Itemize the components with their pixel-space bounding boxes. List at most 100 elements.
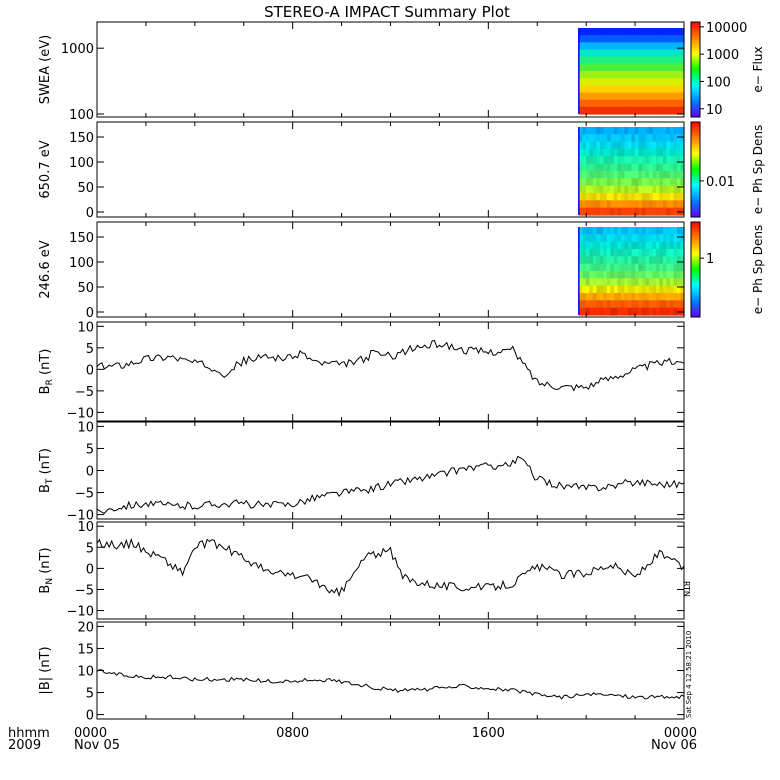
panel-2-cell (610, 141, 615, 150)
panel-1-cell (582, 85, 587, 94)
panel-2-cell (596, 127, 601, 135)
panel-1-cell (680, 56, 685, 65)
panel-1-cell (624, 85, 629, 94)
panel-6-ylabel: BN (nT) (38, 547, 55, 593)
panel-1-cell (627, 78, 633, 86)
panel-2-cell (617, 163, 622, 172)
panel-3-cell (610, 234, 615, 243)
panel-1-cell (634, 99, 640, 108)
panel-1-cell (648, 28, 654, 36)
panel-2-cell (627, 200, 633, 209)
panel-3-cell (617, 307, 622, 316)
panel-3-cell (627, 256, 633, 265)
panel-1-cell (585, 28, 590, 36)
panel-1-cell (648, 42, 654, 51)
panel-3-cell (641, 271, 647, 279)
panel-7-frame (96, 621, 685, 720)
panel-3-cell (655, 285, 661, 294)
panel-1-cell (655, 63, 661, 72)
panel-5-ylabel-unit: (nT) (38, 448, 53, 478)
panel-3-cell (655, 241, 661, 250)
panel-1-cell (603, 71, 608, 79)
panel-2-cell (613, 141, 618, 150)
panel-2-cell (662, 163, 668, 172)
panel-1-cell (610, 106, 615, 115)
panel-1-cell (617, 49, 622, 58)
panel-2-cell (676, 171, 682, 179)
panel-2-cell (641, 156, 647, 165)
panel-1-cell (659, 85, 664, 94)
panel-3-cell (648, 293, 654, 301)
panel-2-cell (624, 149, 629, 157)
panel-1-cell (645, 92, 650, 101)
panel-2-cell (578, 200, 583, 209)
panel-2-cell (585, 185, 590, 194)
panel-3-cell (578, 293, 583, 301)
panel-2-cell (645, 178, 650, 187)
panel-2-cell (578, 207, 583, 216)
panel-2-cell (592, 163, 597, 172)
panel-2-cell (652, 134, 657, 143)
panel-3-cell (596, 278, 601, 287)
panel-3-cell (613, 278, 618, 287)
panel-2-cell (603, 185, 608, 194)
panel-2-cell (592, 141, 597, 150)
panel-2-cell (582, 156, 587, 165)
panel-1-cell (638, 92, 643, 101)
panel-1-cell (620, 71, 626, 79)
panel-3-cell (585, 249, 590, 257)
panel-1-cell (645, 42, 650, 51)
panel-3-cell (676, 263, 682, 272)
panel-3-cell (582, 278, 587, 287)
panel-3-cell (669, 263, 675, 272)
panel-1-cell (680, 35, 685, 43)
panel-1-cell (631, 78, 636, 86)
panel-5-ytick-label: 10 (77, 420, 94, 435)
panel-1-cell (652, 42, 657, 51)
panel-3-cell (589, 227, 594, 235)
panel-3-cell (673, 227, 678, 235)
panel-2-cell (592, 127, 597, 135)
panel-2-cell (578, 193, 583, 201)
panel-1-cell (641, 63, 647, 72)
panel-1-cell (624, 49, 629, 58)
panel-3-cell (610, 307, 615, 316)
panel-2-cell (606, 193, 611, 201)
panel-1-cell (585, 99, 590, 108)
panel-3-cell (592, 285, 597, 294)
panel-3-cell (627, 271, 633, 279)
panel-3-cell (599, 293, 604, 301)
panel-2-cell (603, 134, 608, 143)
panel-1-cell (613, 71, 618, 79)
panel-1-cell (620, 92, 626, 101)
panel-3-cell (659, 227, 664, 235)
panel-2-cell (578, 149, 583, 157)
panel-7-ytick-label: 20 (77, 620, 94, 635)
panel-3-cell (648, 307, 654, 316)
panel-3-cell (620, 241, 626, 250)
panel-3-cell (666, 307, 671, 316)
panel-2-cell (610, 207, 615, 216)
panel-1-cell (666, 106, 671, 115)
panel-2-cell (610, 185, 615, 194)
panel-2-cell (585, 207, 590, 216)
panel-3-cell (645, 300, 650, 309)
panel-1-cell (673, 28, 678, 36)
panel-1-cell (606, 85, 611, 94)
panel-3-cell (582, 234, 587, 243)
panel-1-cell (603, 92, 608, 101)
panel-1-cell (582, 99, 587, 108)
panel-1-cell (669, 42, 675, 51)
panel-2-cell (638, 193, 643, 201)
panel-3-cell (610, 285, 615, 294)
panel-3-cell (680, 234, 685, 243)
panel-2-cell (669, 171, 675, 179)
panel-3-cell (680, 249, 685, 257)
panel-1-cell (613, 78, 618, 86)
panel-2-cell (638, 207, 643, 216)
panel-2-cell (655, 171, 661, 179)
panel-3-cell (659, 234, 664, 243)
panel-1-cell (638, 106, 643, 115)
panel-2-cell (613, 193, 618, 201)
panel-6-ytick-label: −10 (67, 605, 94, 620)
